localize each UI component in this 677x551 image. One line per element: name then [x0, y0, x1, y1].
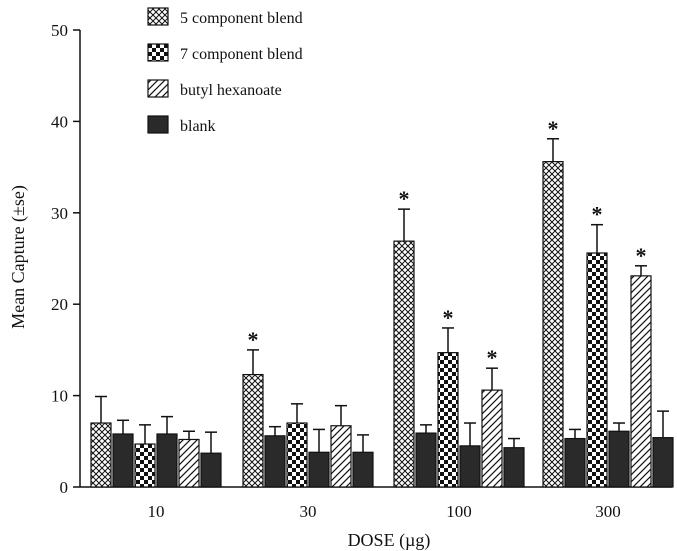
significance-marker: * — [487, 345, 498, 370]
bar-diagonal — [178, 438, 200, 488]
significance-marker: * — [248, 327, 259, 352]
bar-checker — [134, 443, 156, 488]
y-tick-label: 40 — [51, 112, 68, 131]
x-tick-label: 30 — [300, 502, 317, 521]
x-tick-label: 100 — [446, 502, 472, 521]
bar-blank — [308, 451, 330, 488]
legend-swatch-diagonal — [147, 79, 169, 98]
significance-marker: * — [636, 243, 647, 268]
bar-blank — [608, 430, 630, 488]
bar-checker — [586, 252, 608, 488]
x-tick-label: 10 — [148, 502, 165, 521]
x-axis-label: DOSE (µg) — [348, 530, 431, 551]
x-tick-label: 300 — [595, 502, 621, 521]
bar-crosshatch — [393, 240, 415, 488]
bar-blank — [564, 437, 586, 488]
legend-swatch-solid — [147, 115, 169, 134]
legend-label: 5 component blend — [180, 10, 303, 27]
bar-crosshatch — [90, 422, 112, 488]
bar-blank — [200, 452, 222, 488]
y-tick-label: 10 — [51, 387, 68, 406]
y-axis-label: Mean Capture (±se) — [8, 185, 29, 329]
y-tick-label: 0 — [60, 478, 69, 497]
y-tick-label: 50 — [51, 21, 68, 40]
significance-marker: * — [548, 116, 559, 141]
bar-blank — [503, 447, 525, 488]
bar-blank — [352, 451, 374, 488]
legend-label: butyl hexanoate — [180, 82, 282, 99]
legend-swatch-crosshatch — [147, 7, 169, 26]
y-tick-label: 30 — [51, 204, 68, 223]
legend-label: blank — [180, 118, 216, 135]
bars: * * * * * * * — [90, 116, 674, 488]
bar-checker — [437, 352, 459, 488]
bar-diagonal — [630, 275, 652, 488]
bar-blank — [415, 432, 437, 488]
bar-diagonal — [330, 425, 352, 488]
bar-checker — [286, 422, 308, 488]
significance-marker: * — [399, 186, 410, 211]
legend: 5 component blend 7 component blend butyl … — [147, 7, 303, 135]
bar-blank — [112, 433, 134, 488]
legend-swatch-checker — [147, 43, 169, 62]
bar-blank — [459, 445, 481, 488]
bar-crosshatch — [242, 373, 264, 488]
bar-blank — [156, 433, 178, 488]
legend-label: 7 component blend — [180, 46, 303, 63]
bar-blank — [264, 435, 286, 488]
axes: 0 10 20 30 40 50 10 30 100 300 — [51, 21, 672, 521]
bar-crosshatch — [542, 161, 564, 488]
bar-diagonal — [481, 389, 503, 488]
significance-marker: * — [443, 305, 454, 330]
significance-marker: * — [592, 202, 603, 227]
bar-blank — [652, 437, 674, 488]
y-tick-label: 20 — [51, 295, 68, 314]
